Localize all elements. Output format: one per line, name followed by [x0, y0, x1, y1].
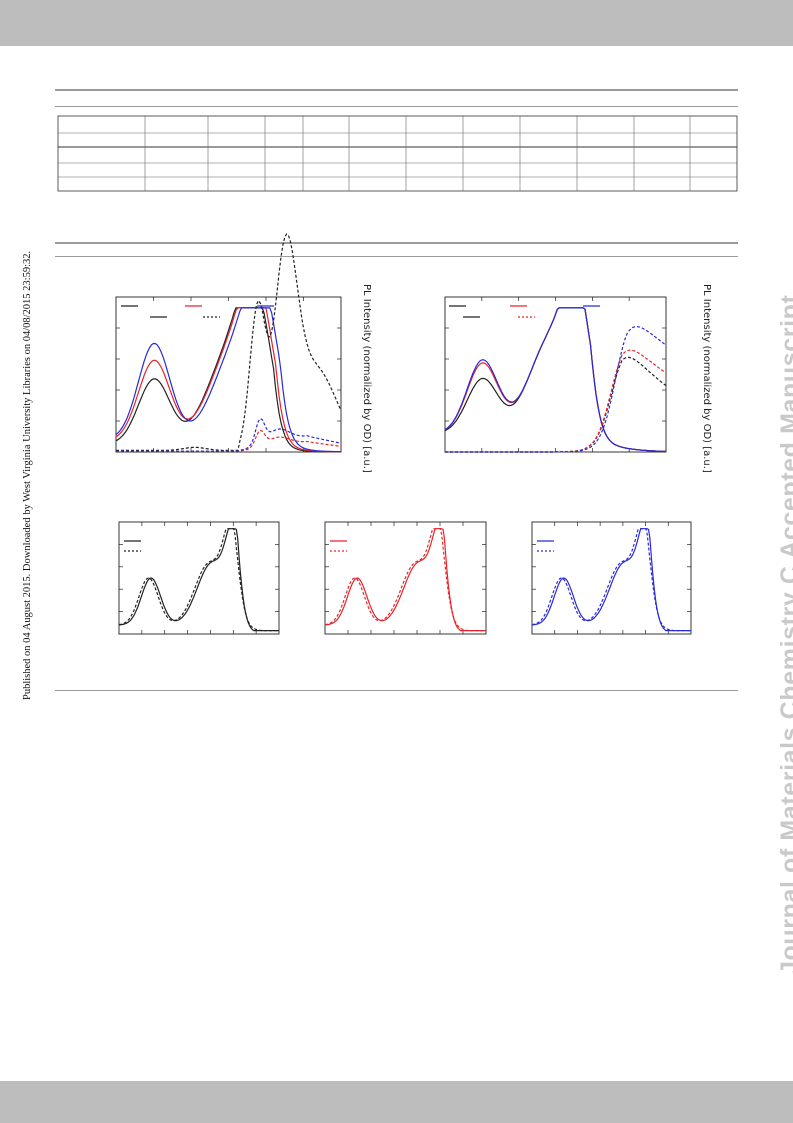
plot-frame: [324, 521, 487, 635]
solid-curve: [324, 528, 486, 632]
absorption-curve: [444, 307, 667, 452]
plot-frame: [118, 521, 280, 635]
table-caption-rule: [55, 106, 738, 107]
spectra-panel-b: [444, 296, 667, 453]
absorption-curve: [444, 307, 667, 452]
spectra-panel-c: [118, 521, 280, 635]
dashed-curve: [118, 528, 279, 632]
absorption-curve: [444, 307, 667, 452]
figure-top-rule: [55, 242, 738, 244]
spectra-panel-d: [324, 521, 487, 635]
plot-frame: [531, 521, 692, 635]
absorption-curve: [115, 307, 341, 453]
figure-caption-rule: [55, 256, 738, 257]
solid-curve: [118, 528, 279, 632]
dashed-curve: [531, 528, 691, 632]
data-table-grid: [57, 115, 738, 192]
pl-curve: [445, 325, 667, 453]
plot-frame: [444, 296, 667, 453]
spectra-panel-e: [531, 521, 692, 635]
figure-bottom-rule: [55, 690, 738, 691]
table-top-rule: [55, 89, 738, 91]
pl-curve: [116, 417, 342, 452]
dashed-curve: [324, 528, 486, 632]
plot-frame: [115, 296, 342, 453]
spectra-panel-a: [115, 233, 342, 453]
absorption-curve: [115, 307, 341, 453]
header-band: [0, 0, 793, 46]
absorption-curve: [115, 307, 341, 453]
pl-curve: [445, 356, 667, 453]
pl-curve: [116, 233, 342, 451]
table-border: [57, 115, 738, 192]
footer-band: [0, 1081, 793, 1123]
solid-curve: [531, 528, 691, 632]
